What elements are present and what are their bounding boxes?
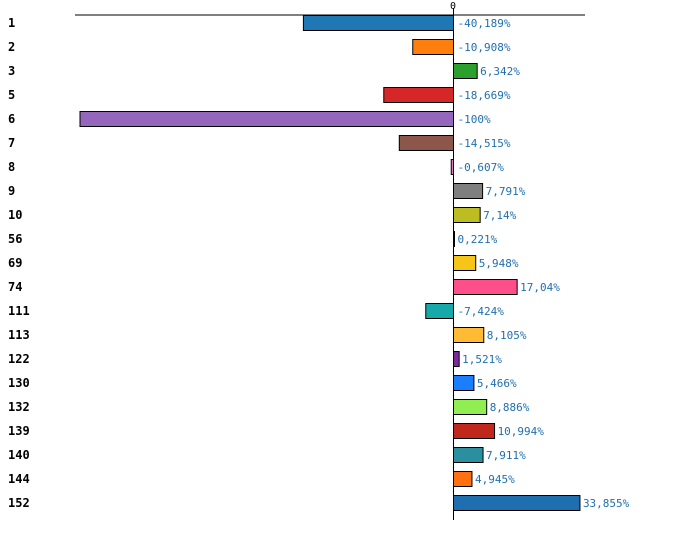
value-label: 4,945% bbox=[475, 473, 515, 486]
value-label: -10,908% bbox=[458, 41, 511, 54]
value-label: 1,521% bbox=[462, 353, 502, 366]
category-label: 8 bbox=[8, 160, 15, 174]
category-label: 69 bbox=[8, 256, 22, 270]
value-label: -14,515% bbox=[458, 137, 511, 150]
category-label: 2 bbox=[8, 40, 15, 54]
value-label: 17,04% bbox=[520, 281, 560, 294]
value-label: 7,14% bbox=[483, 209, 516, 222]
bar bbox=[453, 495, 581, 511]
value-label: 0,221% bbox=[458, 233, 498, 246]
category-label: 144 bbox=[8, 472, 30, 486]
value-label: 8,105% bbox=[487, 329, 527, 342]
category-label: 152 bbox=[8, 496, 30, 510]
bar bbox=[453, 255, 477, 271]
category-label: 122 bbox=[8, 352, 30, 366]
bar bbox=[453, 231, 455, 247]
bar-rows: 1 -40,189% 2 -10,908% 3 6,342% 5 -18,669% 6 -100%… bbox=[8, 15, 630, 511]
value-label: 7,911% bbox=[486, 449, 526, 462]
bar bbox=[425, 303, 455, 319]
bar bbox=[453, 207, 481, 223]
value-label: -7,424% bbox=[458, 305, 505, 318]
bar bbox=[453, 279, 518, 295]
category-label: 130 bbox=[8, 376, 30, 390]
category-label: 140 bbox=[8, 448, 30, 462]
value-label: 10,994% bbox=[498, 425, 545, 438]
value-label: 5,466% bbox=[477, 377, 517, 390]
category-label: 7 bbox=[8, 136, 15, 150]
bar bbox=[79, 111, 454, 127]
category-label: 9 bbox=[8, 184, 15, 198]
value-label: 33,855% bbox=[583, 497, 630, 510]
value-label: 7,791% bbox=[486, 185, 526, 198]
category-label: 74 bbox=[8, 280, 22, 294]
category-label: 132 bbox=[8, 400, 30, 414]
category-label: 56 bbox=[8, 232, 22, 246]
bar bbox=[398, 135, 454, 151]
category-label: 139 bbox=[8, 424, 30, 438]
bar bbox=[453, 447, 484, 463]
bar bbox=[453, 63, 478, 79]
category-label: 6 bbox=[8, 112, 15, 126]
value-label: -0,607% bbox=[458, 161, 505, 174]
bar bbox=[412, 39, 454, 55]
zero-tick-label: 0 bbox=[450, 1, 456, 12]
bar bbox=[453, 471, 473, 487]
bar bbox=[450, 159, 454, 175]
category-label: 10 bbox=[8, 208, 22, 222]
category-label: 1 bbox=[8, 16, 15, 30]
category-label: 5 bbox=[8, 88, 15, 102]
category-label: 111 bbox=[8, 304, 30, 318]
category-label: 113 bbox=[8, 328, 30, 342]
value-label: -40,189% bbox=[458, 17, 511, 30]
category-label: 3 bbox=[8, 64, 15, 78]
value-label: 8,886% bbox=[490, 401, 530, 414]
bar bbox=[453, 351, 460, 367]
bar bbox=[453, 423, 496, 439]
value-label: -100% bbox=[458, 113, 491, 126]
bar bbox=[453, 183, 484, 199]
bar bbox=[453, 399, 488, 415]
bar bbox=[302, 15, 454, 31]
value-label: 5,948% bbox=[479, 257, 519, 270]
value-label: 6,342% bbox=[480, 65, 520, 78]
value-label: -18,669% bbox=[458, 89, 511, 102]
bar bbox=[453, 327, 485, 343]
bar bbox=[383, 87, 454, 103]
bar bbox=[453, 375, 475, 391]
